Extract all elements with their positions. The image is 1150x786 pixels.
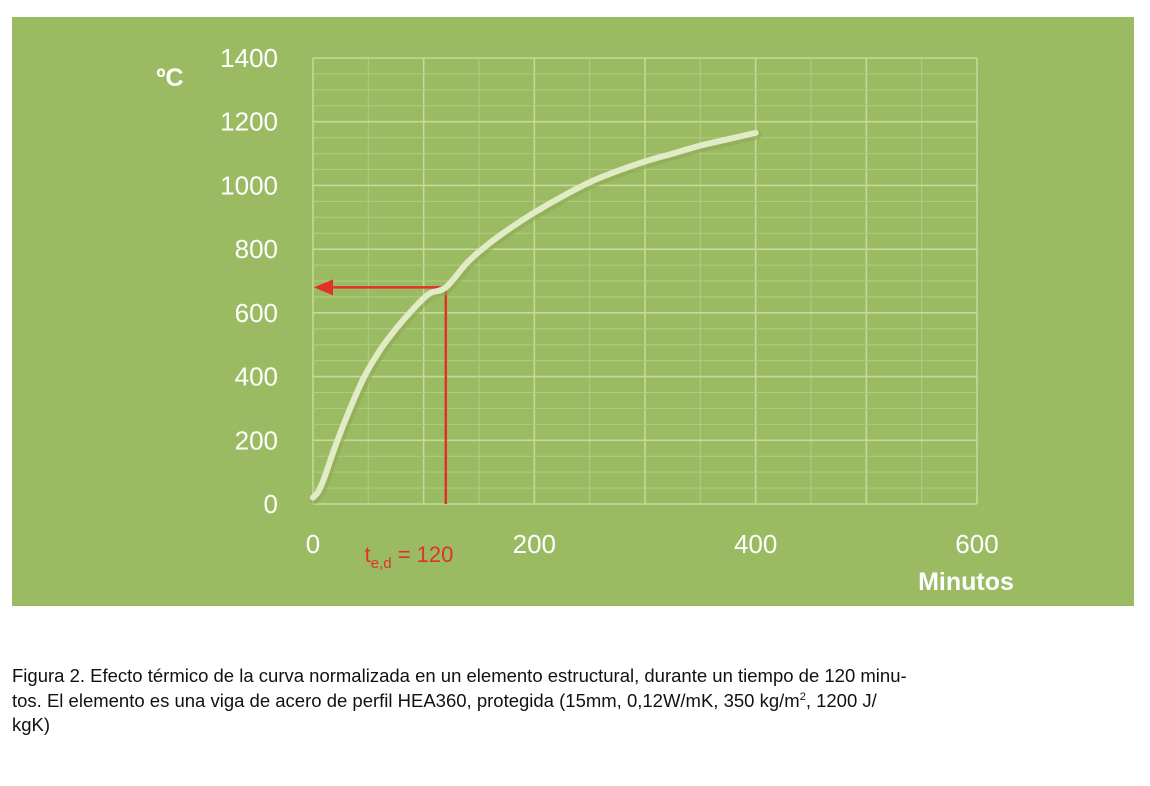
x-tick-label: 600 <box>955 529 998 559</box>
x-axis-title: Minutos <box>918 568 1014 596</box>
x-tick-label: 0 <box>306 529 320 559</box>
chart-background <box>12 17 1134 606</box>
y-tick-label: 1200 <box>220 107 278 137</box>
y-tick-label: 200 <box>235 425 278 455</box>
y-axis-title: ºC <box>156 64 183 92</box>
y-tick-label: 0 <box>264 489 278 519</box>
caption-superscript: 2 <box>799 690 806 703</box>
x-tick-label: 400 <box>734 529 777 559</box>
marker-lines <box>314 279 448 504</box>
marker-label-main: t <box>365 542 371 567</box>
marker-label: te,d = 120 <box>365 542 454 572</box>
series-curve <box>310 129 762 505</box>
y-tick-label: 1400 <box>220 43 278 73</box>
series-line <box>310 129 759 501</box>
marker-label-subscript: e,d <box>371 555 392 572</box>
y-tick-label: 600 <box>235 298 278 328</box>
tick-labels: 0 200 400 600 800 1000 1200 1400 0 200 400 600 <box>220 43 999 559</box>
x-tick-label: 200 <box>513 529 556 559</box>
caption-line-2a: tos. El elemento es una viga de acero de… <box>12 689 800 711</box>
caption-line-1: Figura 2. Efecto térmico de la curva nor… <box>12 665 907 686</box>
y-tick-label: 800 <box>235 234 278 264</box>
y-tick-label: 400 <box>235 362 278 392</box>
chart-panel: 0 200 400 600 800 1000 1200 1400 0 200 400 600 ºC M… <box>12 17 1134 606</box>
caption-line-3: kgK) <box>12 714 51 735</box>
chart-svg: 0 200 400 600 800 1000 1200 1400 0 200 400 600 ºC M… <box>12 17 1134 606</box>
y-tick-label: 1000 <box>220 170 278 200</box>
caption-line-2b: , 1200 J/ <box>805 689 877 711</box>
figure-caption: Figura 2. Efecto térmico de la curva nor… <box>12 664 1112 738</box>
marker-label-value: = 120 <box>392 542 454 567</box>
marker-arrowhead <box>314 279 333 296</box>
